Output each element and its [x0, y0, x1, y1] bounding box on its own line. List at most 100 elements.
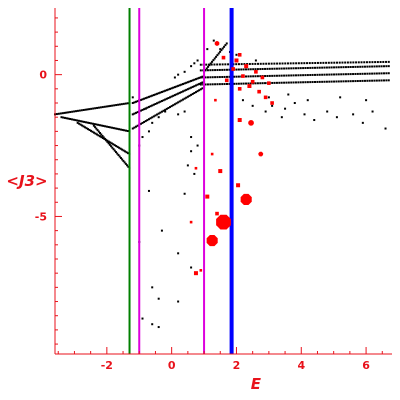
black-sequence-point [201, 87, 204, 90]
black-sequence-point [198, 82, 201, 85]
black-sequence-point [65, 111, 68, 114]
black-sequence-point [98, 124, 101, 127]
red-point [221, 55, 226, 60]
red-point [216, 214, 231, 230]
black-sequence-point [124, 102, 127, 105]
black-sequence-point [152, 103, 155, 106]
black-sequence-point [330, 66, 333, 69]
black-sequence-point [283, 74, 286, 77]
black-sequence-point [90, 122, 93, 125]
black-sequence-point [337, 73, 340, 76]
red-point [257, 89, 261, 94]
black-sequence-point [72, 118, 75, 121]
black-point [196, 59, 199, 62]
black-sequence-point [61, 112, 64, 115]
black-sequence-point [139, 98, 142, 101]
black-sequence-point [256, 82, 259, 85]
black-sequence-point [123, 161, 126, 164]
black-sequence-point [119, 147, 122, 150]
black-sequence-point [267, 62, 270, 65]
red-point [267, 81, 271, 85]
black-sequence-point [375, 72, 378, 75]
black-sequence-point [237, 75, 240, 78]
black-point [147, 130, 150, 133]
black-sequence-point [302, 67, 305, 70]
black-sequence-point [235, 68, 238, 71]
black-sequence-point [95, 123, 98, 126]
black-sequence-point [102, 124, 105, 127]
black-point [313, 119, 316, 122]
black-sequence-point [182, 98, 184, 101]
black-sequence-point [325, 66, 328, 69]
black-sequence-point [141, 98, 144, 101]
black-point [141, 136, 144, 139]
black-sequence-point [101, 106, 104, 109]
black-sequence-point [85, 127, 88, 130]
black-sequence-point [206, 83, 209, 86]
black-sequence-point [294, 81, 297, 84]
black-sequence-point [182, 90, 184, 93]
black-sequence-point [190, 79, 193, 82]
black-sequence-point [159, 111, 162, 114]
black-sequence-point [147, 105, 150, 108]
black-sequence-point [273, 74, 276, 77]
black-sequence-point [188, 87, 191, 90]
black-sequence-point [109, 141, 112, 144]
black-sequence-point [133, 112, 136, 115]
black-sequence-point [259, 75, 262, 78]
black-sequence-point [107, 142, 110, 145]
black-sequence-point [340, 73, 343, 76]
black-sequence-point [246, 63, 249, 66]
black-point [280, 116, 283, 119]
black-sequence-point [273, 67, 276, 70]
black-sequence-point [306, 66, 309, 69]
black-sequence-point [237, 82, 240, 85]
black-sequence-point [167, 106, 170, 109]
black-sequence-point [309, 81, 312, 84]
black-sequence-point [323, 80, 326, 83]
black-sequence-point [316, 80, 319, 83]
black-sequence-point [303, 62, 306, 65]
red-point [215, 211, 219, 216]
black-sequence-point [180, 91, 183, 94]
red-point [237, 53, 242, 57]
black-sequence-point [162, 99, 165, 102]
red-point [250, 79, 255, 84]
black-sequence-point [344, 66, 347, 69]
black-point [212, 39, 215, 42]
black-sequence-point [74, 119, 77, 122]
black-point [147, 189, 150, 192]
black-sequence-point [376, 61, 379, 64]
black-sequence-point [135, 125, 138, 128]
black-sequence-point [378, 72, 381, 75]
black-sequence-point [118, 155, 121, 158]
black-sequence-point [354, 65, 357, 68]
black-sequence-point [172, 94, 175, 97]
black-sequence-point [294, 74, 297, 77]
black-sequence-point [311, 81, 314, 84]
black-sequence-point [91, 122, 94, 125]
black-sequence-point [300, 62, 303, 65]
black-point [157, 116, 160, 119]
black-sequence-point [333, 66, 336, 69]
black-sequence-point [366, 72, 369, 75]
x-tick-label: 6 [362, 359, 370, 372]
black-sequence-point [304, 74, 307, 77]
black-sequence-point [204, 69, 207, 72]
black-point [151, 323, 154, 326]
black-sequence-point [321, 73, 324, 76]
black-sequence-point [337, 80, 340, 83]
x-axis-title: E [251, 375, 262, 393]
black-sequence-point [243, 63, 246, 66]
black-sequence-point [95, 127, 98, 130]
black-sequence-point [225, 82, 228, 85]
black-sequence-point [183, 82, 186, 85]
black-sequence-point [347, 73, 350, 76]
black-sequence-point [100, 133, 103, 136]
black-sequence-point [287, 67, 290, 70]
black-point [251, 104, 254, 107]
black-sequence-point [216, 54, 219, 57]
black-sequence-point [101, 134, 104, 137]
black-sequence-point [97, 106, 100, 109]
black-point [177, 300, 180, 303]
